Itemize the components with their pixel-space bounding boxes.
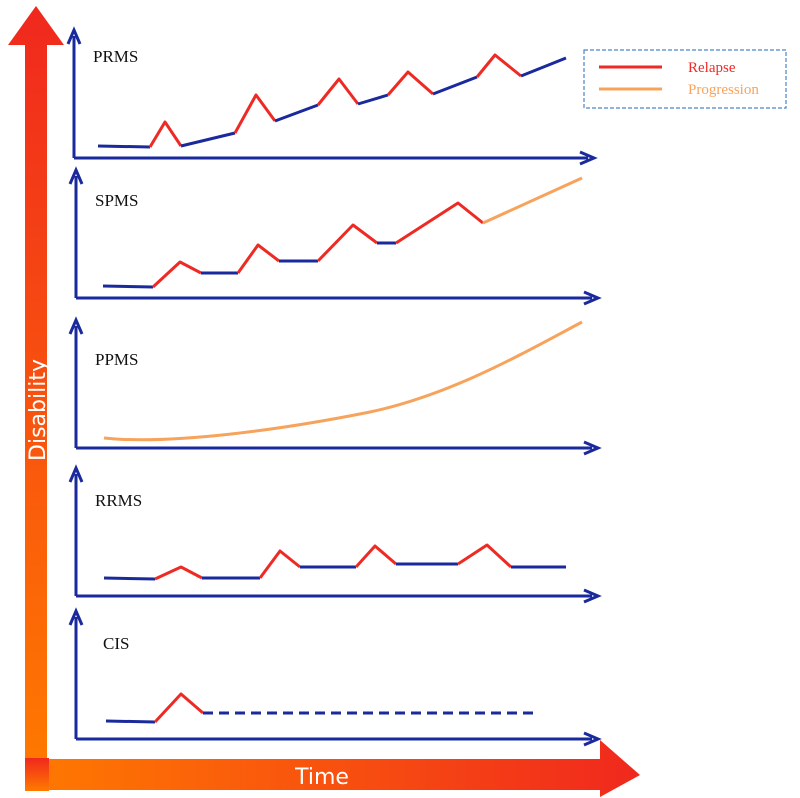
time-arrow-shape (25, 740, 640, 797)
prms-baseline (357, 93, 389, 106)
legend-progression-label: Progression (688, 82, 759, 98)
rrms-label: RRMS (95, 491, 142, 510)
rrms-baseline (103, 576, 156, 581)
panel-prms: PRMS (66, 26, 598, 166)
spms-label: SPMS (95, 191, 138, 210)
rrms-course (103, 543, 566, 581)
rrms-relapse (258, 549, 301, 579)
ppms-label: PPMS (95, 350, 138, 369)
spms-x-arrowhead (583, 290, 602, 306)
prms-relapse (475, 53, 522, 78)
prms-relapse (148, 120, 183, 148)
disability-axis-label: Disability (26, 359, 51, 461)
cis-label: CIS (103, 634, 129, 653)
prms-baseline (180, 131, 236, 148)
legend-relapse-label: Relapse (688, 60, 736, 76)
time-axis-arrow: Time (25, 740, 640, 797)
rrms-relapse (354, 544, 397, 569)
spms-relapse (316, 223, 378, 263)
rrms-x-arrowhead (583, 588, 602, 604)
spms-progression (482, 176, 583, 225)
panel-rrms: RRMS (68, 464, 602, 604)
cis-baseline (105, 719, 156, 724)
spms-relapse (151, 260, 202, 289)
panel-ppms: PPMS (68, 316, 602, 456)
ppms-progression (103, 320, 583, 442)
prms-x-arrowhead (579, 150, 598, 166)
prms-baseline (274, 103, 319, 123)
spms-baseline (102, 284, 154, 289)
time-axis-label: Time (294, 765, 349, 790)
panel-cis: CIS (68, 607, 602, 747)
prms-baseline (97, 144, 151, 149)
rrms-axes (68, 464, 602, 604)
cis-relapse (153, 692, 204, 724)
rrms-y-arrowhead (68, 464, 84, 483)
panel-spms: SPMS (68, 166, 602, 306)
arrow-corner (25, 758, 49, 791)
prms-course (97, 53, 567, 149)
prms-relapse (386, 70, 434, 96)
prms-baseline (432, 75, 478, 96)
ppms-x-arrowhead (583, 440, 602, 456)
rrms-relapse (154, 565, 203, 581)
prms-y-arrowhead (66, 26, 82, 45)
prms-relapse (233, 93, 277, 134)
ppms-y-arrowhead (68, 316, 84, 335)
spms-course (102, 176, 583, 289)
prms-baseline (520, 56, 567, 78)
cis-x-arrowhead (583, 731, 602, 747)
spms-relapse (236, 243, 280, 274)
legend: Relapse Progression (583, 49, 787, 109)
disability-arrow-shape (8, 6, 64, 780)
spms-relapse (395, 201, 484, 245)
spms-y-arrowhead (68, 166, 84, 185)
ppms-axes (68, 316, 602, 456)
disability-axis-arrow: Disability (8, 6, 64, 780)
prms-relapse (316, 77, 360, 106)
prms-label: PRMS (93, 47, 138, 66)
cis-y-arrowhead (68, 607, 84, 626)
spms-axes (68, 166, 602, 306)
cis-axes (68, 607, 602, 747)
legend-box (583, 49, 787, 109)
cis-course (105, 692, 538, 724)
rrms-relapse (457, 543, 513, 569)
prms-axes (66, 26, 598, 166)
